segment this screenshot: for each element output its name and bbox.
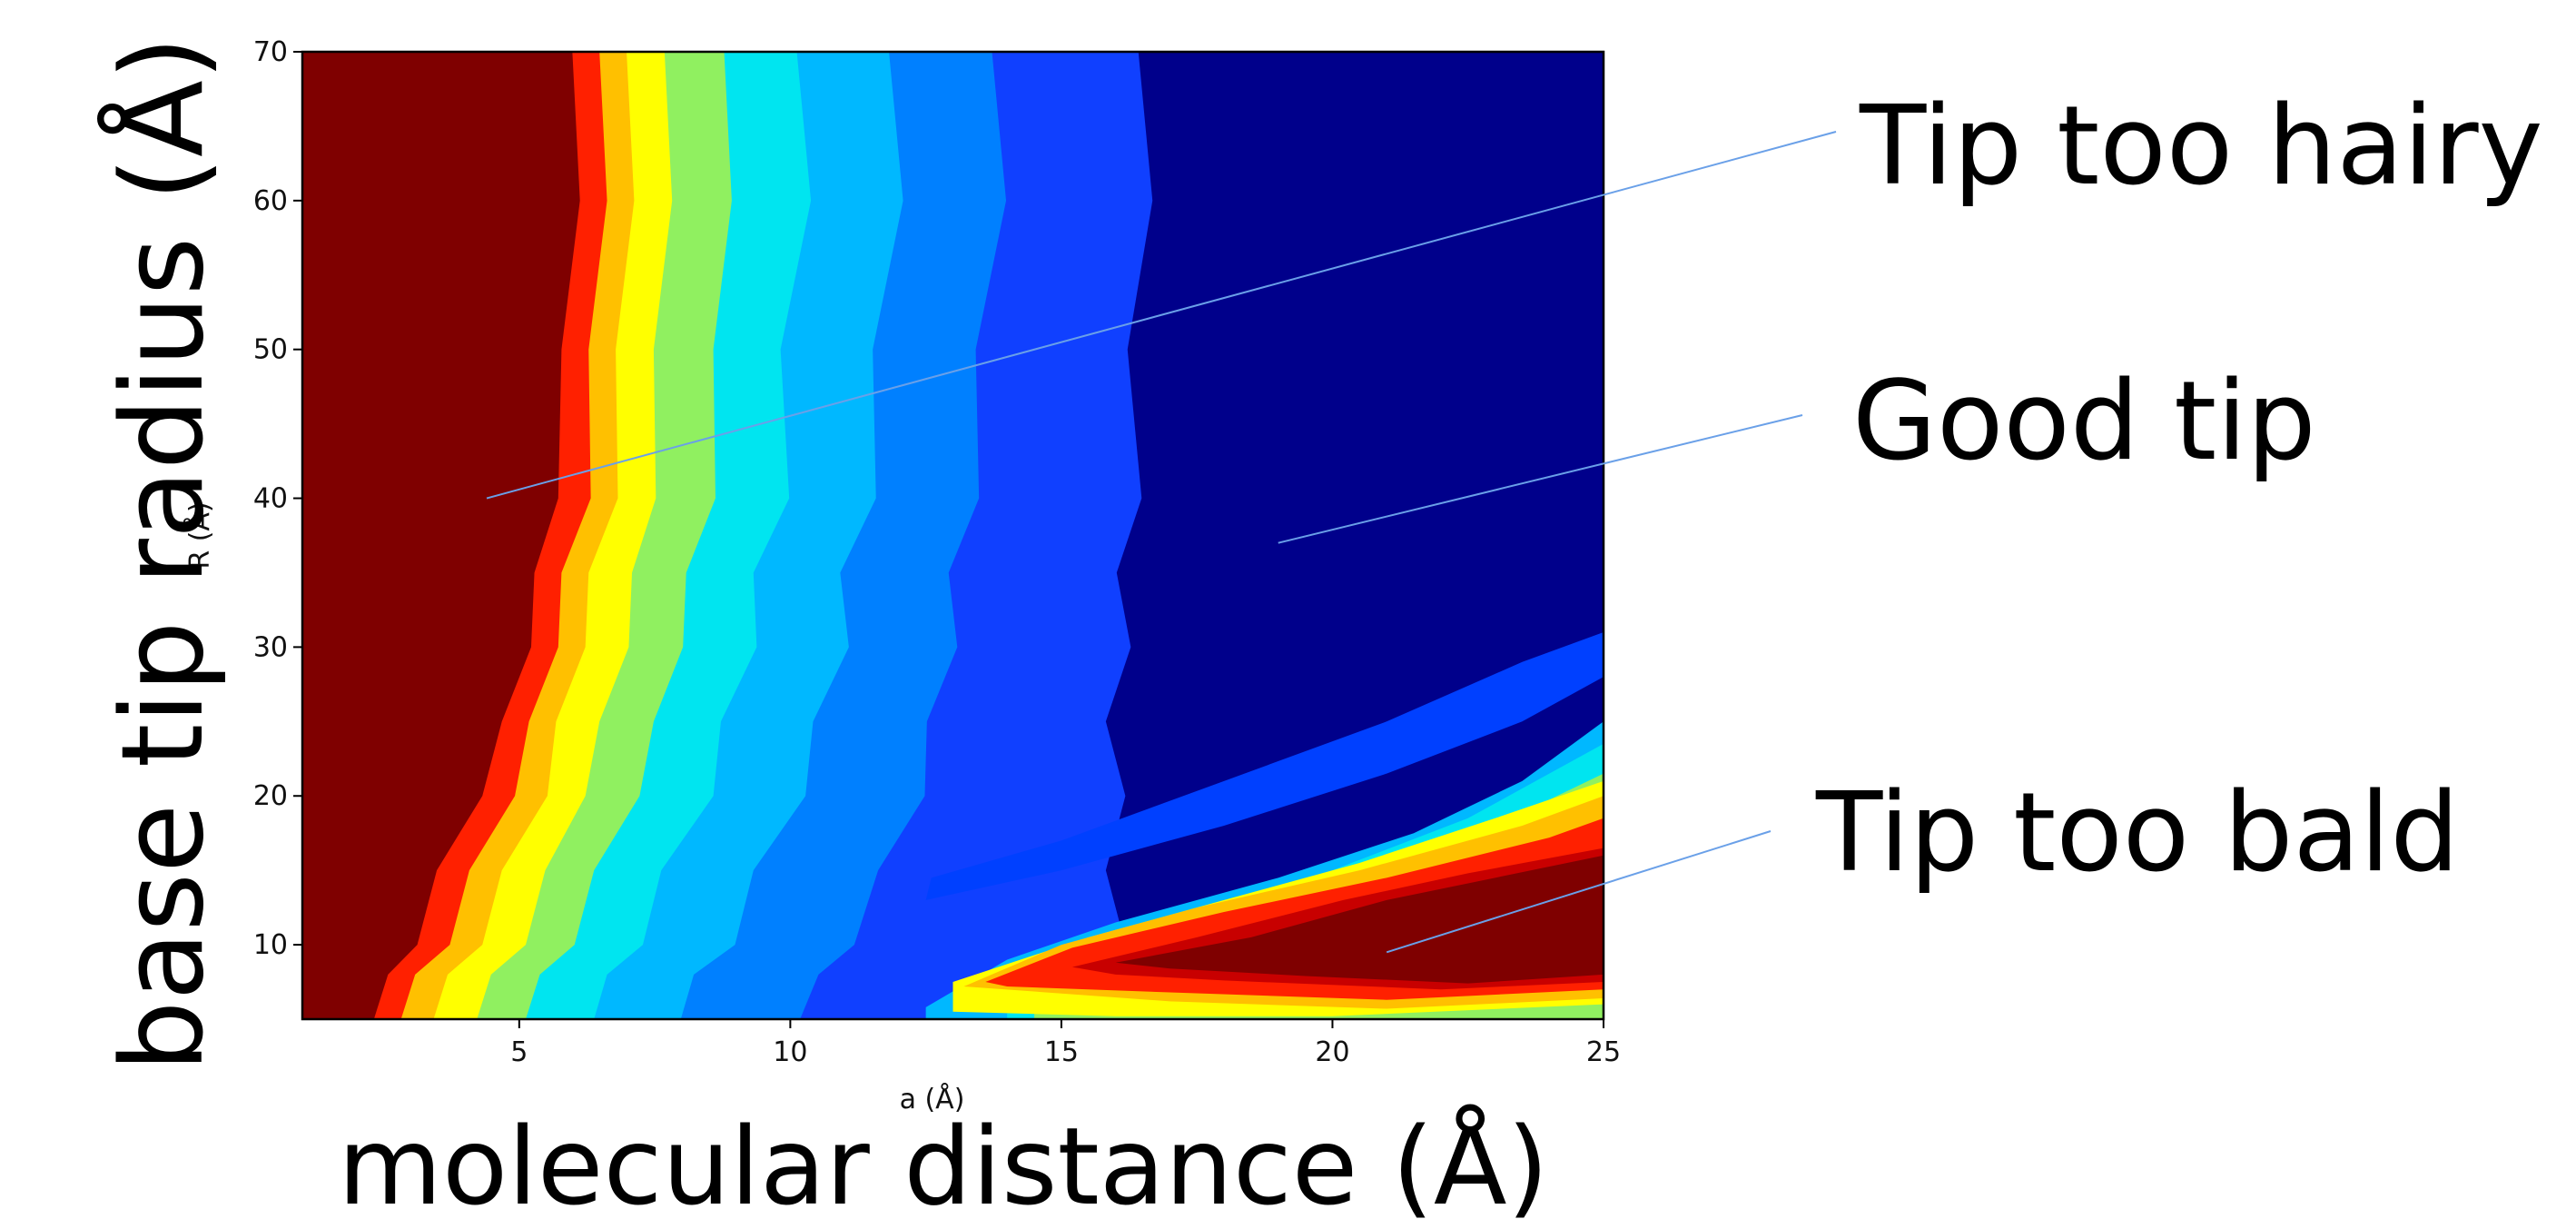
plot-frame — [301, 50, 1605, 1021]
y-axis-label: R (Å) — [183, 501, 216, 569]
x-tick-label-3: 20 — [1315, 1036, 1349, 1068]
contour-band-0 — [302, 52, 580, 1019]
bald-band-7 — [1115, 855, 1604, 984]
annotation-tip-too-bald: Tip too bald — [1816, 770, 2460, 897]
x-axis-title-large: molecular distance (Å) — [338, 1104, 1549, 1229]
x-tick-label-2: 15 — [1044, 1036, 1079, 1068]
plot-area — [302, 52, 1604, 1019]
y-tick-label-0: 10 — [253, 929, 288, 961]
annotation-line-2 — [1386, 830, 1772, 954]
transition-band — [925, 632, 1604, 900]
y-tick-label-5: 60 — [253, 185, 288, 217]
annotation-lines — [486, 131, 1837, 954]
annotation-tip-too-hairy: Tip too hairy — [1860, 84, 2543, 210]
y-tick-label-2: 30 — [253, 631, 288, 663]
annotation-good-tip: Good tip — [1852, 359, 2316, 485]
y-tick-label-6: 70 — [253, 36, 288, 68]
y-tick-label-3: 40 — [253, 483, 288, 515]
annotation-line-0 — [486, 131, 1837, 500]
x-axis-label: a (Å) — [900, 1083, 965, 1115]
y-axis-title-large: base tip radius (Å) — [98, 35, 229, 1073]
x-tick-label-1: 10 — [773, 1036, 807, 1068]
axes: 5 10 15 20 25 10 20 30 40 50 60 70 a (Å) R (Å) — [183, 36, 1621, 1115]
y-tick-label-4: 50 — [253, 334, 288, 366]
y-tick-label-1: 20 — [253, 780, 288, 812]
annotation-line-1 — [1278, 414, 1803, 544]
x-tick-label-4: 25 — [1586, 1036, 1621, 1068]
x-tick-label-0: 5 — [510, 1036, 528, 1068]
